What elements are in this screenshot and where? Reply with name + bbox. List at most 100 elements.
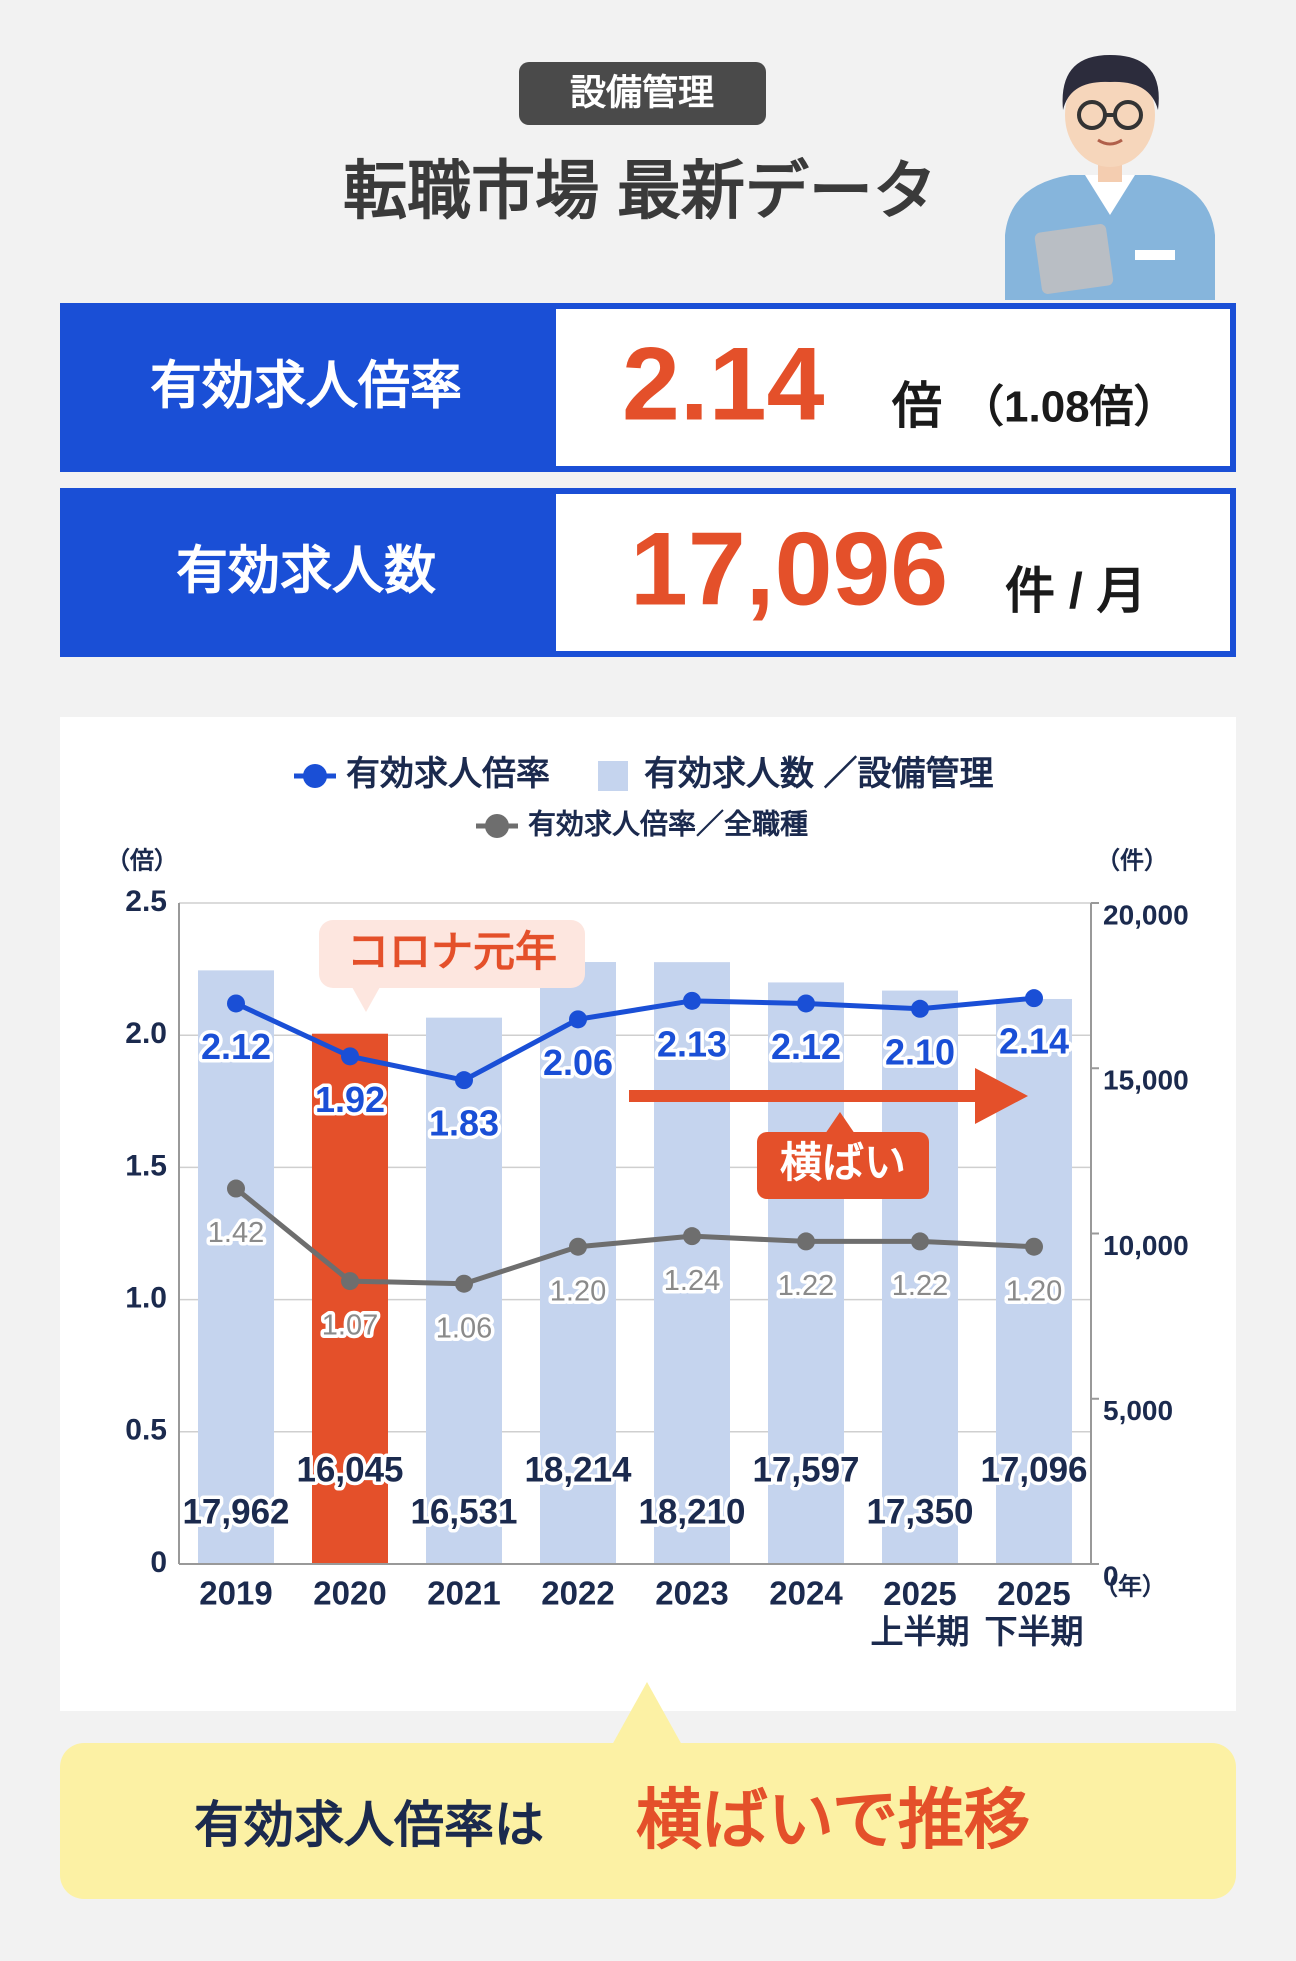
line-value-label: 1.06: [436, 1312, 492, 1344]
stat-unit: 件 / 月: [1005, 563, 1147, 619]
person-illustration: [1005, 55, 1215, 300]
bar-value-label: 17,350: [866, 1492, 973, 1531]
line-value-label: 1.07: [322, 1310, 378, 1342]
line-value-label: 1.22: [778, 1270, 834, 1302]
annotation-pointer: [825, 1112, 855, 1134]
x-tick-label: 2024: [769, 1575, 843, 1612]
y2-tick-label: 10,000: [1103, 1230, 1189, 1261]
line-value-label: 2.12: [771, 1026, 841, 1067]
line-point: [911, 999, 929, 1018]
line-point: [455, 1071, 473, 1090]
line: [234, 1186, 1035, 1287]
line-point: [1025, 1237, 1043, 1256]
x-axis-label: （年）: [1094, 1572, 1166, 1600]
chart: 0 0.5 1.0 1.5 2.0 2.5 0 5,000 10,000 15,000 20,000…: [106, 755, 1189, 1650]
line-point: [683, 991, 701, 1010]
bar: [768, 982, 844, 1564]
legend-label: 有効求人倍率: [346, 755, 550, 793]
y-tick-label: 0.5: [125, 1414, 167, 1447]
line-value-label: 2.13: [657, 1023, 727, 1064]
line-value-label: 2.14: [999, 1021, 1069, 1062]
x-tick-label: 2022: [541, 1575, 614, 1612]
line-point: [227, 994, 245, 1013]
bar: [540, 962, 616, 1564]
legend-marker: [303, 764, 327, 788]
bar-value-label: 16,045: [296, 1450, 403, 1489]
trend-arrow: [629, 1068, 1028, 1124]
x-tick-label: 2020: [313, 1575, 386, 1612]
bar-value-label: 17,096: [980, 1450, 1087, 1489]
y-tick-label: 1.0: [125, 1282, 167, 1315]
x-tick-label: 2025 下半期: [985, 1575, 1084, 1650]
y-axis-label: （倍）: [106, 847, 178, 874]
y2-tick-label: 15,000: [1103, 1065, 1189, 1096]
line-value-label: 1.83: [429, 1103, 499, 1144]
bar: [198, 970, 274, 1564]
legend-label: 有効求人数 ／設備管理: [644, 755, 993, 793]
x-tick-label: 2025 上半期: [871, 1575, 970, 1650]
footer-highlight: 横ばいで推移: [636, 1782, 1030, 1856]
line-point: [227, 1179, 245, 1198]
tag-box: [519, 62, 766, 125]
footer-box: [60, 1743, 1236, 1899]
line-value-label: 1.42: [208, 1217, 264, 1249]
line-point: [569, 1010, 587, 1029]
stat-label: 有効求人数: [176, 543, 436, 601]
line-point: [683, 1227, 701, 1246]
bar-value-label: 17,597: [752, 1450, 859, 1489]
line-value-label: 1.22: [892, 1270, 948, 1302]
stat-value: 2.14: [622, 326, 825, 442]
y2-tick-label: 20,000: [1103, 899, 1189, 930]
line-value-label: 1.24: [664, 1265, 720, 1297]
title: 転職市場 最新データ: [343, 155, 937, 227]
line-point: [1025, 989, 1043, 1008]
y2-tick-label: 5,000: [1103, 1395, 1173, 1426]
line-value-label: 2.10: [885, 1031, 955, 1072]
y-tick-label: 1.5: [125, 1149, 167, 1182]
annotation-box: [757, 1132, 929, 1199]
line: [234, 995, 1035, 1083]
x-tick-label: 2023: [655, 1575, 728, 1612]
bar-value-label: 17,962: [182, 1492, 289, 1531]
line-point: [341, 1047, 359, 1066]
legend-label: 有効求人倍率／全職種: [528, 808, 808, 839]
y-tick-label: 0: [150, 1546, 167, 1579]
bar-value-label: 16,531: [410, 1492, 517, 1531]
bar-value-label: 18,210: [638, 1492, 745, 1531]
bar: [882, 990, 958, 1564]
line-value-label: 2.06: [543, 1042, 613, 1083]
y2-tick-label: 0: [1103, 1560, 1119, 1591]
stat-value: 17,096: [630, 511, 948, 627]
annotation-pointer: [352, 987, 380, 1012]
line-point: [341, 1272, 359, 1291]
y-tick-label: 2.0: [125, 1017, 167, 1050]
bar: [654, 962, 730, 1564]
line-value-label: 1.92: [315, 1079, 385, 1120]
stat-value-box: [556, 309, 1230, 466]
line-value-label: 1.20: [550, 1275, 606, 1307]
line-point: [911, 1232, 929, 1251]
stat-value-box: [556, 494, 1230, 651]
y2-axis-label: （件）: [1096, 847, 1168, 874]
line-point: [455, 1274, 473, 1293]
annotation: 横ばい: [780, 1139, 906, 1186]
bar-value-label: 18,214: [524, 1450, 632, 1489]
tag: 設備管理: [570, 72, 714, 113]
x-tick-label: 2021: [427, 1575, 500, 1612]
stat-note: （1.08倍）: [960, 383, 1178, 432]
bar: [312, 1033, 388, 1564]
line-value-label: 2.12: [201, 1026, 271, 1067]
x-tick-label: 2019: [199, 1575, 272, 1612]
annotation: コロナ元年: [347, 928, 557, 975]
line-point: [569, 1237, 587, 1256]
stat-unit: 倍: [891, 378, 942, 434]
line-point: [797, 994, 815, 1013]
annotation-box: [319, 920, 585, 988]
legend-marker: [485, 814, 509, 838]
line-value-label: 1.20: [1006, 1275, 1062, 1307]
legend-swatch: [598, 761, 628, 791]
callout-pointer: [612, 1682, 682, 1745]
y-tick-label: 2.5: [125, 885, 167, 918]
footer-text: 有効求人倍率は: [194, 1797, 544, 1853]
